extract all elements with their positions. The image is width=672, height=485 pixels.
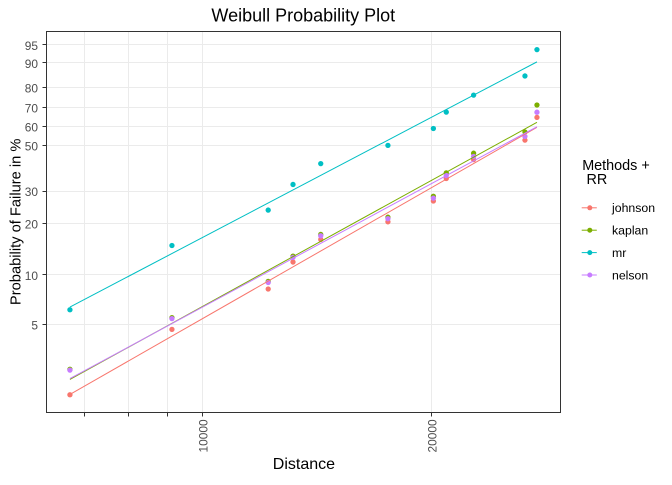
- svg-text:50: 50: [25, 139, 39, 153]
- svg-text:Probability of Failure in %: Probability of Failure in %: [8, 139, 24, 306]
- svg-text:60: 60: [25, 120, 39, 134]
- svg-text:5: 5: [31, 318, 38, 332]
- svg-text:Methods +: Methods +: [582, 158, 650, 174]
- svg-text:Weibull Probability Plot: Weibull Probability Plot: [211, 5, 395, 25]
- svg-text:Distance: Distance: [273, 456, 335, 473]
- svg-text:10000: 10000: [196, 419, 210, 452]
- svg-text:10: 10: [25, 269, 39, 283]
- svg-text:RR: RR: [587, 172, 608, 188]
- svg-text:mr: mr: [612, 246, 626, 260]
- svg-text:70: 70: [25, 102, 39, 116]
- svg-text:80: 80: [25, 82, 39, 96]
- svg-text:30: 30: [25, 185, 39, 199]
- svg-text:20: 20: [25, 217, 39, 231]
- svg-text:95: 95: [25, 39, 39, 53]
- svg-text:johnson: johnson: [611, 201, 655, 215]
- svg-text:20000: 20000: [426, 419, 440, 452]
- svg-text:nelson: nelson: [612, 268, 648, 282]
- svg-text:kaplan: kaplan: [612, 224, 648, 238]
- svg-text:90: 90: [25, 57, 39, 71]
